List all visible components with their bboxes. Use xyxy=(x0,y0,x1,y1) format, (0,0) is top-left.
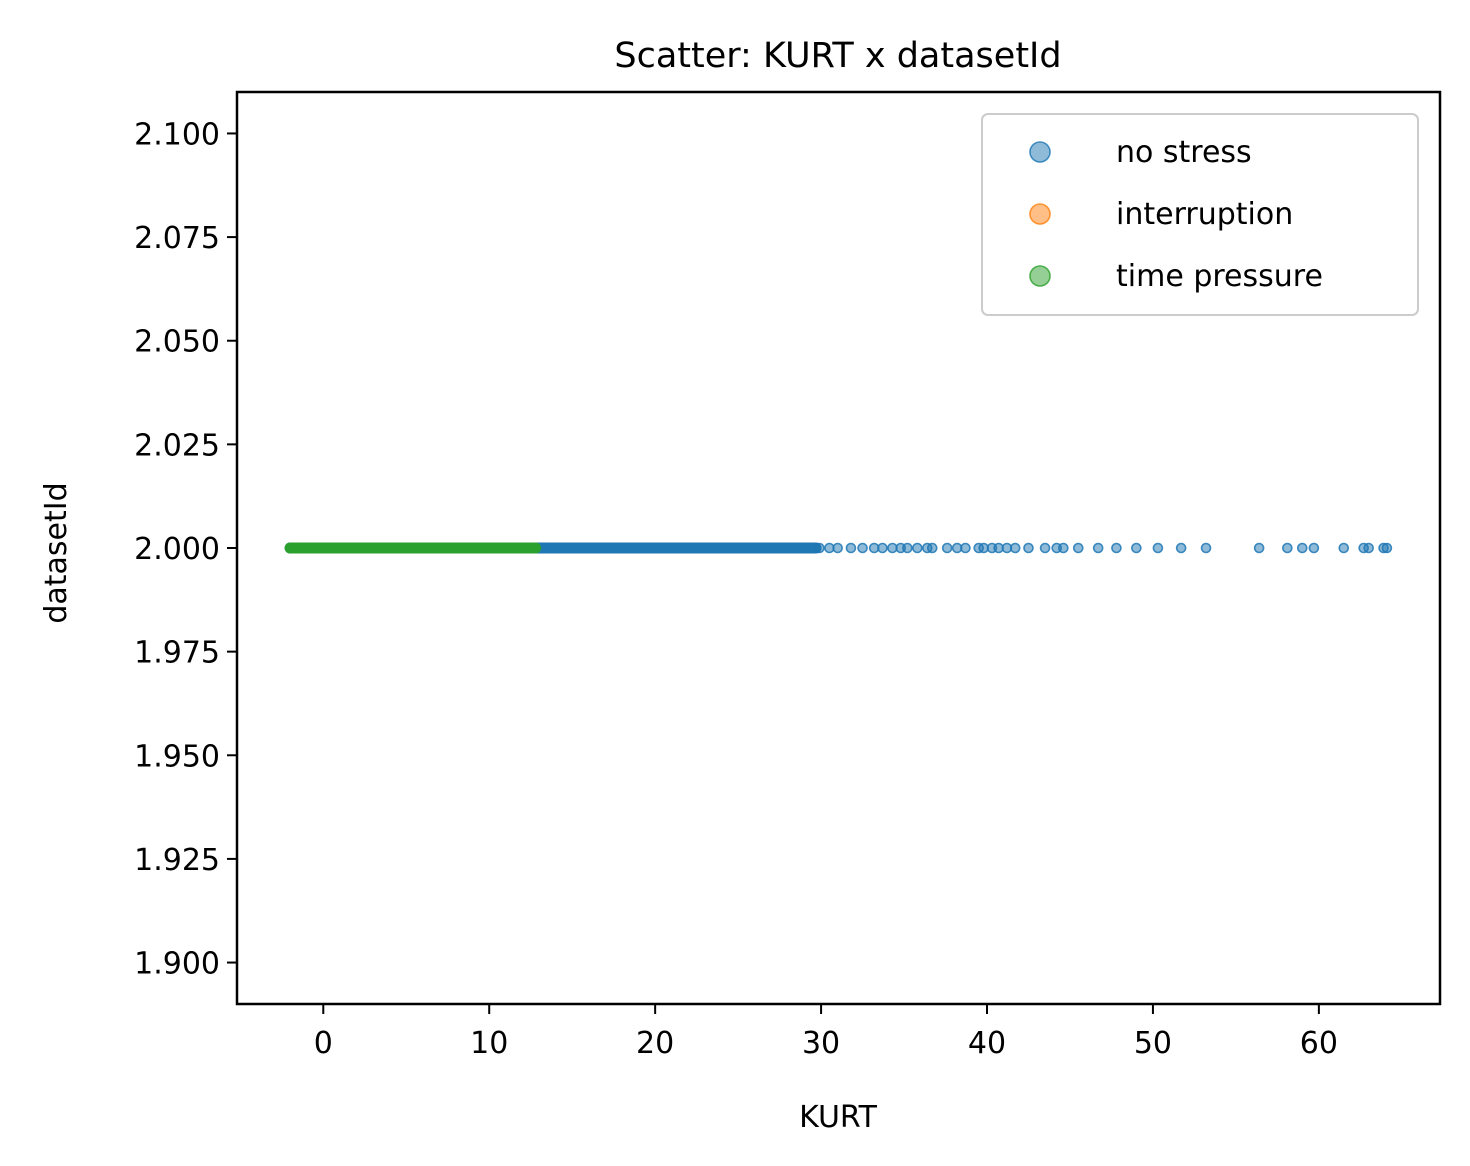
x-tick-label: 60 xyxy=(1300,1026,1338,1061)
data-point xyxy=(1381,542,1393,554)
y-tick-label: 1.925 xyxy=(134,843,220,878)
data-point xyxy=(1023,542,1034,554)
data-point xyxy=(1296,542,1308,554)
y-tick-label: 2.100 xyxy=(134,117,220,152)
legend-label: time pressure xyxy=(1116,259,1323,294)
data-point xyxy=(832,542,843,554)
data-point xyxy=(1072,542,1084,554)
y-axis-label: datasetId xyxy=(39,482,74,623)
y-tick-label: 1.975 xyxy=(134,636,220,671)
data-point xyxy=(814,542,825,554)
legend-label: interruption xyxy=(1116,197,1293,232)
data-point xyxy=(1039,542,1051,554)
x-tick-label: 0 xyxy=(314,1026,333,1061)
data-point xyxy=(1009,542,1021,554)
data-point xyxy=(877,542,888,554)
legend-marker xyxy=(1029,265,1051,287)
y-tick-label: 2.075 xyxy=(134,221,220,256)
legend-marker xyxy=(1029,203,1051,225)
y-tick-label: 1.900 xyxy=(134,947,220,982)
data-point xyxy=(926,542,938,554)
x-axis-label: KURT xyxy=(799,1100,877,1135)
y-tick-label: 2.050 xyxy=(134,325,220,360)
data-point xyxy=(941,542,953,554)
data-point xyxy=(1092,542,1104,554)
x-tick-label: 40 xyxy=(968,1026,1006,1061)
data-point xyxy=(1308,542,1320,554)
legend-label: no stress xyxy=(1116,135,1252,170)
x-tick-label: 50 xyxy=(1134,1026,1172,1061)
data-point xyxy=(1152,542,1164,554)
x-tick-label: 20 xyxy=(636,1026,674,1061)
data-point xyxy=(1058,542,1069,554)
data-point xyxy=(1175,542,1187,554)
legend: no stress interruption time pressure xyxy=(981,113,1419,316)
data-point xyxy=(1131,542,1142,554)
data-point xyxy=(960,542,971,554)
data-point xyxy=(845,542,857,554)
x-tick-label: 10 xyxy=(470,1026,508,1061)
data-point xyxy=(857,542,868,554)
plot-frame xyxy=(235,90,1442,1006)
x-axis-ticks: 0 10 20 30 40 50 60 xyxy=(314,1004,1338,1061)
data-point xyxy=(912,542,923,554)
data-point xyxy=(1363,542,1374,554)
x-tick-label: 30 xyxy=(802,1026,840,1061)
data-point xyxy=(1111,542,1122,554)
legend-frame xyxy=(981,113,1419,316)
data-point xyxy=(1253,542,1265,554)
y-tick-label: 2.025 xyxy=(134,428,220,463)
data-point xyxy=(1338,542,1350,554)
chart-title: Scatter: KURT x datasetId xyxy=(614,36,1061,76)
y-axis-ticks: 1.900 1.925 1.950 1.975 2.000 2.025 2.050 2.075… xyxy=(134,117,237,982)
data-point xyxy=(902,542,913,554)
plot-marks xyxy=(284,542,1393,554)
legend-marker xyxy=(1029,141,1051,163)
data-point xyxy=(1282,542,1293,554)
data-point xyxy=(1200,542,1212,554)
y-tick-label: 1.950 xyxy=(134,739,220,774)
y-tick-label: 2.000 xyxy=(134,532,220,567)
